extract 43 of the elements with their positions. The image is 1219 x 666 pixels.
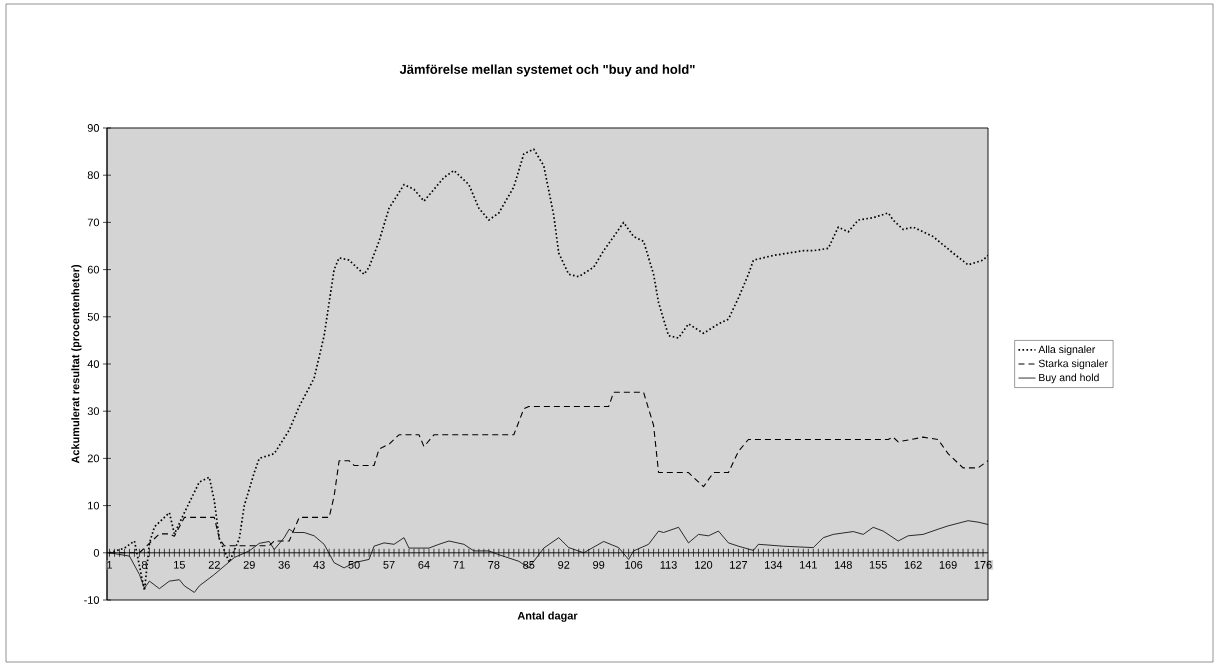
legend-label: Alla signaler bbox=[1038, 345, 1096, 356]
x-tick-label: 134 bbox=[765, 561, 783, 569]
x-tick-label: 92 bbox=[558, 561, 570, 569]
legend-label: Starka signaler bbox=[1038, 359, 1108, 370]
x-tick-label: 29 bbox=[243, 561, 255, 569]
x-tick-label: 71 bbox=[453, 561, 465, 569]
x-tick-label: 176 bbox=[974, 561, 992, 569]
x-tick-label: 127 bbox=[730, 561, 748, 569]
y-tick-label: 40 bbox=[87, 360, 100, 368]
x-tick-label: 113 bbox=[660, 561, 677, 569]
x-tick-label: 57 bbox=[383, 561, 395, 569]
y-tick-label: 80 bbox=[87, 171, 100, 180]
y-tick-label: 60 bbox=[87, 265, 100, 274]
y-tick-label: 20 bbox=[87, 454, 100, 463]
x-tick-label: 141 bbox=[800, 561, 817, 569]
x-tick-label: 99 bbox=[593, 561, 605, 569]
x-tick-label: 8 bbox=[141, 561, 147, 569]
chart-title: Jämförelse mellan systemet och "buy and hold" bbox=[399, 64, 695, 77]
x-tick-label: 120 bbox=[695, 561, 713, 569]
x-tick-label: 1 bbox=[107, 561, 113, 569]
x-tick-label: 22 bbox=[208, 561, 220, 569]
y-tick-label: -10 bbox=[84, 596, 100, 604]
y-tick-label: 30 bbox=[87, 407, 100, 416]
y-tick-label: 50 bbox=[87, 312, 100, 321]
x-tick-label: 36 bbox=[278, 561, 290, 569]
y-tick-label: 10 bbox=[88, 501, 100, 510]
x-tick-label: 43 bbox=[313, 561, 325, 569]
x-tick-label: 64 bbox=[418, 561, 430, 569]
x-tick-label: 15 bbox=[174, 561, 185, 569]
x-tick-label: 106 bbox=[625, 561, 643, 569]
x-tick-label: 50 bbox=[348, 561, 360, 569]
legend-label: Buy and hold bbox=[1039, 373, 1099, 384]
x-tick-label: 85 bbox=[523, 561, 535, 569]
x-tick-label: 155 bbox=[869, 561, 887, 569]
x-axis-title: Antal dagar bbox=[517, 611, 578, 622]
y-tick-label: 0 bbox=[93, 548, 100, 557]
x-tick-label: 148 bbox=[834, 561, 852, 569]
x-tick-label: 169 bbox=[939, 561, 957, 569]
x-tick-label: 162 bbox=[904, 561, 922, 569]
x-tick-label: 78 bbox=[488, 561, 500, 569]
y-tick-label: 90 bbox=[87, 124, 100, 132]
y-tick-label: 70 bbox=[87, 218, 100, 227]
y-axis-title: Ackumulerat resultat (procentenheter) bbox=[71, 264, 82, 464]
